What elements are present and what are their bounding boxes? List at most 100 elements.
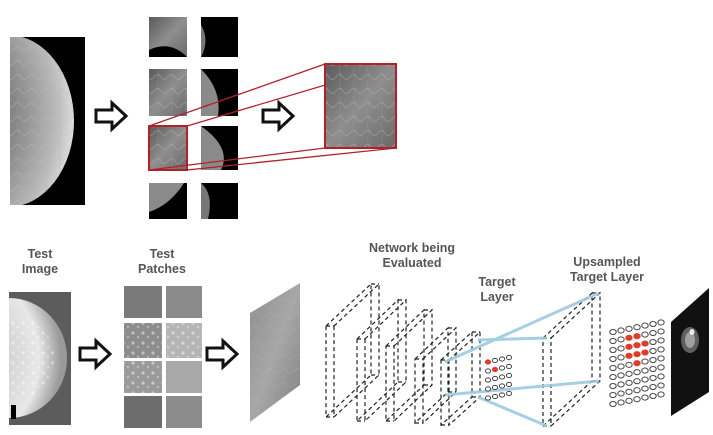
node — [633, 396, 641, 403]
node — [617, 399, 625, 406]
node — [657, 364, 665, 371]
node — [617, 354, 625, 361]
node — [505, 372, 513, 379]
node — [641, 367, 649, 374]
node — [649, 320, 657, 328]
node — [491, 357, 499, 364]
patch-grid-top — [148, 17, 238, 219]
node — [625, 361, 633, 368]
node — [498, 356, 506, 362]
node — [617, 345, 625, 352]
zoom-lines — [148, 63, 397, 171]
node — [657, 382, 665, 389]
node — [633, 387, 641, 394]
node — [609, 382, 617, 390]
node — [649, 329, 657, 337]
arrow-right-icon — [78, 337, 113, 371]
node — [649, 347, 657, 355]
upsampled-layer-nodes — [609, 319, 665, 408]
active-node — [625, 352, 633, 359]
node — [505, 390, 513, 397]
node — [617, 363, 625, 370]
active-node — [633, 360, 641, 367]
arrow-right-icon — [205, 337, 240, 371]
selected-patch — [148, 125, 188, 171]
node — [657, 328, 665, 335]
node — [491, 384, 499, 391]
node — [505, 363, 513, 370]
node — [609, 337, 617, 345]
node — [657, 391, 665, 398]
node — [609, 391, 617, 399]
node — [649, 365, 657, 373]
node — [498, 374, 506, 380]
node — [641, 322, 649, 329]
node — [617, 372, 625, 379]
arrow-right-icon — [261, 99, 296, 133]
node — [641, 358, 649, 365]
node — [625, 397, 633, 404]
label-network: Network being Evaluated — [368, 241, 456, 270]
active-node — [633, 333, 641, 340]
label-target-layer: Target Layer — [478, 275, 516, 304]
network-layers — [325, 282, 601, 428]
label-test-patches: Test Patches — [138, 247, 186, 276]
test-patches-grid — [124, 286, 202, 428]
node — [657, 337, 665, 344]
node — [484, 386, 492, 392]
node — [491, 393, 499, 400]
label-test-image: Test Image — [21, 247, 59, 276]
node — [641, 331, 649, 338]
node — [617, 390, 625, 397]
node — [498, 383, 506, 389]
node — [609, 355, 617, 363]
node — [625, 325, 633, 332]
node — [617, 327, 625, 334]
node — [641, 376, 649, 383]
active-node — [633, 342, 641, 349]
node — [617, 381, 625, 388]
node — [609, 373, 617, 381]
node — [609, 346, 617, 354]
label-upsampled-target-layer: Upsampled Target Layer — [569, 255, 645, 284]
node — [649, 392, 657, 400]
node — [498, 392, 506, 398]
active-node — [641, 349, 649, 356]
node — [491, 375, 499, 382]
test-image — [9, 292, 71, 425]
node — [649, 383, 657, 391]
node — [649, 356, 657, 364]
node — [505, 354, 513, 361]
node — [484, 368, 492, 374]
node — [484, 377, 492, 383]
node — [657, 319, 665, 326]
zoomed-patch — [324, 63, 397, 149]
node — [649, 374, 657, 382]
output-heatmap — [671, 288, 709, 416]
node — [625, 379, 633, 386]
node — [617, 336, 625, 343]
node — [657, 346, 665, 353]
upsample-connectors — [444, 291, 600, 428]
node — [657, 355, 665, 362]
node — [641, 394, 649, 401]
node — [625, 370, 633, 377]
node — [633, 324, 641, 331]
active-node — [484, 359, 492, 365]
active-node — [625, 343, 633, 350]
arrow-right-icon — [94, 99, 129, 133]
node — [641, 385, 649, 392]
active-node — [491, 366, 499, 373]
node — [609, 400, 617, 408]
node — [625, 388, 633, 395]
target-layer-nodes — [484, 354, 513, 401]
node — [649, 338, 657, 346]
active-node — [625, 334, 633, 341]
node — [633, 378, 641, 385]
mammogram-image-top — [10, 37, 85, 205]
node — [633, 369, 641, 376]
node — [657, 373, 665, 380]
node — [609, 364, 617, 372]
